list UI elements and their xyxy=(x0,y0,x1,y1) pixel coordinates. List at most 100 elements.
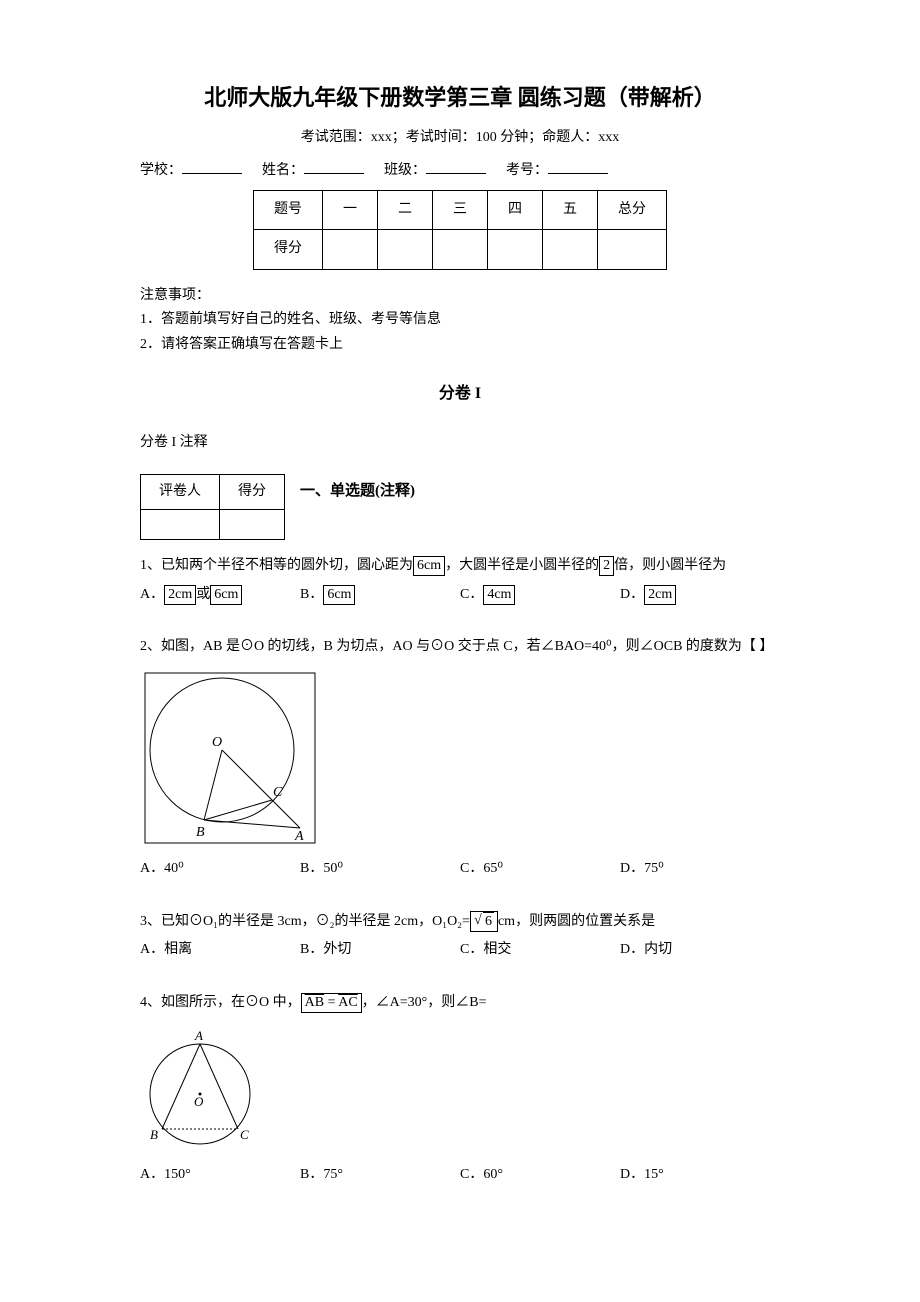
notes-line: 2．请将答案正确填写在答题卡上 xyxy=(140,334,780,356)
boxed-value: AB = AC xyxy=(301,993,362,1013)
section-title: 一、单选题(注释) xyxy=(300,479,415,503)
grader-label: 评卷人 xyxy=(141,474,220,509)
question-text: 2、如图，AB 是⊙O 的切线，B 为切点，AO 与⊙O 交于点 C，若∠BAO… xyxy=(140,636,780,658)
text: 或 xyxy=(196,587,210,602)
table-row: 评卷人 得分 xyxy=(141,474,285,509)
col-header: 一 xyxy=(323,190,378,229)
option-label: B． xyxy=(300,587,323,602)
label-a: A xyxy=(294,829,304,844)
id-blank xyxy=(548,173,608,174)
col-header: 三 xyxy=(433,190,488,229)
score-cell xyxy=(323,230,378,269)
options-row: A．相离 B．外切 C．相交 D．内切 xyxy=(140,939,780,961)
table-row: 题号 一 二 三 四 五 总分 xyxy=(254,190,667,229)
col-header: 五 xyxy=(543,190,598,229)
question-2: 2、如图，AB 是⊙O 的切线，B 为切点，AO 与⊙O 交于点 C，若∠BAO… xyxy=(140,636,780,881)
section-header: 分卷 I xyxy=(140,381,780,407)
col-header: 总分 xyxy=(598,190,667,229)
question-4: 4、如图所示，在⊙O 中，AB = AC，∠A=30°，则∠B= A O B C… xyxy=(140,992,780,1187)
label-c: C xyxy=(240,1127,249,1142)
info-line: 学校： 姓名： 班级： 考号： xyxy=(140,160,780,182)
option-b: B．外切 xyxy=(300,939,460,961)
label-a: A xyxy=(194,1028,203,1043)
text: 倍，则小圆半径为 xyxy=(614,558,726,573)
col-header: 二 xyxy=(378,190,433,229)
option-label: A． xyxy=(140,587,164,602)
text: 1、已知两个半径不相等的圆外切，圆心距为 xyxy=(140,558,413,573)
empty-cell xyxy=(220,510,285,540)
option-a: A．相离 xyxy=(140,939,300,961)
question-3: 3、已知⊙O₁的半径是 3cm，⊙₂的半径是 2cm，O₁O₂= 6 cm，则两圆的… xyxy=(140,911,780,962)
label-o: O xyxy=(194,1094,204,1109)
question-text: 1、已知两个半径不相等的圆外切，圆心距为6cm，大圆半径是小圆半径的2倍，则小圆… xyxy=(140,555,780,577)
class-blank xyxy=(426,173,486,174)
score-cell xyxy=(378,230,433,269)
option-d: D．75⁰ xyxy=(620,858,780,880)
notes-line: 1．答题前填写好自己的姓名、班级、考号等信息 xyxy=(140,309,780,331)
option-c: C．60° xyxy=(460,1164,620,1186)
option-a: A．40⁰ xyxy=(140,858,300,880)
option-c: C．相交 xyxy=(460,939,620,961)
score-label: 得分 xyxy=(220,474,285,509)
figure-q2: O C B A xyxy=(140,668,780,848)
class-label: 班级： xyxy=(384,160,426,182)
boxed-value: 6cm xyxy=(210,585,242,605)
section-note: 分卷 I 注释 xyxy=(140,432,780,454)
option-label: C． xyxy=(460,587,483,602)
table-row: 得分 xyxy=(254,230,667,269)
score-cell xyxy=(598,230,667,269)
table-row xyxy=(141,510,285,540)
text: 4、如图所示，在⊙O 中， xyxy=(140,995,301,1010)
score-cell xyxy=(433,230,488,269)
subtitle: 考试范围：xxx；考试时间：100 分钟；命题人：xxx xyxy=(140,127,780,149)
boxed-value: 6cm xyxy=(323,585,355,605)
question-text: 3、已知⊙O₁的半径是 3cm，⊙₂的半径是 2cm，O₁O₂= 6 cm，则两圆的… xyxy=(140,911,780,933)
score-table: 题号 一 二 三 四 五 总分 得分 xyxy=(253,190,667,270)
school-label: 学校： xyxy=(140,160,182,182)
option-d: D．2cm xyxy=(620,584,780,606)
label-b: B xyxy=(150,1127,158,1142)
option-label: D． xyxy=(620,587,644,602)
boxed-value: 2 xyxy=(599,556,614,576)
text: ，大圆半径是小圆半径的 xyxy=(445,558,599,573)
label-c: C xyxy=(273,785,283,800)
option-b: B．6cm xyxy=(300,584,460,606)
option-c: C．4cm xyxy=(460,584,620,606)
options-row: A．40⁰ B．50⁰ C．65⁰ D．75⁰ xyxy=(140,858,780,880)
boxed-value: 6cm xyxy=(413,556,445,576)
score-cell xyxy=(488,230,543,269)
id-label: 考号： xyxy=(506,160,548,182)
notes-block: 注意事项： 1．答题前填写好自己的姓名、班级、考号等信息 2．请将答案正确填写在… xyxy=(140,285,780,356)
boxed-value: 2cm xyxy=(644,585,676,605)
text: 3、已知⊙O₁的半径是 3cm，⊙₂的半径是 2cm，O₁O₂= xyxy=(140,914,470,929)
grader-table: 评卷人 得分 xyxy=(140,474,285,540)
option-a: A．2cm或6cm xyxy=(140,584,300,606)
label-b: B xyxy=(196,825,205,840)
option-b: B．75° xyxy=(300,1164,460,1186)
options-row: A．2cm或6cm B．6cm C．4cm D．2cm xyxy=(140,584,780,606)
circle-diagram: O C B A xyxy=(140,668,320,848)
option-d: D．15° xyxy=(620,1164,780,1186)
section-title-block: 评卷人 得分 一、单选题(注释) xyxy=(140,474,780,540)
sqrt-value: 6 xyxy=(483,912,494,931)
row-label: 得分 xyxy=(254,230,323,269)
text: cm，则两圆的位置关系是 xyxy=(498,914,655,929)
label-o: O xyxy=(212,735,222,750)
notes-header: 注意事项： xyxy=(140,285,780,307)
empty-cell xyxy=(141,510,220,540)
boxed-value: 4cm xyxy=(483,585,515,605)
name-label: 姓名： xyxy=(262,160,304,182)
name-blank xyxy=(304,173,364,174)
option-b: B．50⁰ xyxy=(300,858,460,880)
col-header: 四 xyxy=(488,190,543,229)
question-text: 4、如图所示，在⊙O 中，AB = AC，∠A=30°，则∠B= xyxy=(140,992,780,1014)
option-d: D．内切 xyxy=(620,939,780,961)
options-row: A．150° B．75° C．60° D．15° xyxy=(140,1164,780,1186)
row-label: 题号 xyxy=(254,190,323,229)
question-1: 1、已知两个半径不相等的圆外切，圆心距为6cm，大圆半径是小圆半径的2倍，则小圆… xyxy=(140,555,780,606)
option-a: A．150° xyxy=(140,1164,300,1186)
score-cell xyxy=(543,230,598,269)
figure-q4: A O B C xyxy=(140,1024,780,1154)
circle-diagram: A O B C xyxy=(140,1024,260,1154)
page-title: 北师大版九年级下册数学第三章 圆练习题（带解析） xyxy=(140,80,780,115)
